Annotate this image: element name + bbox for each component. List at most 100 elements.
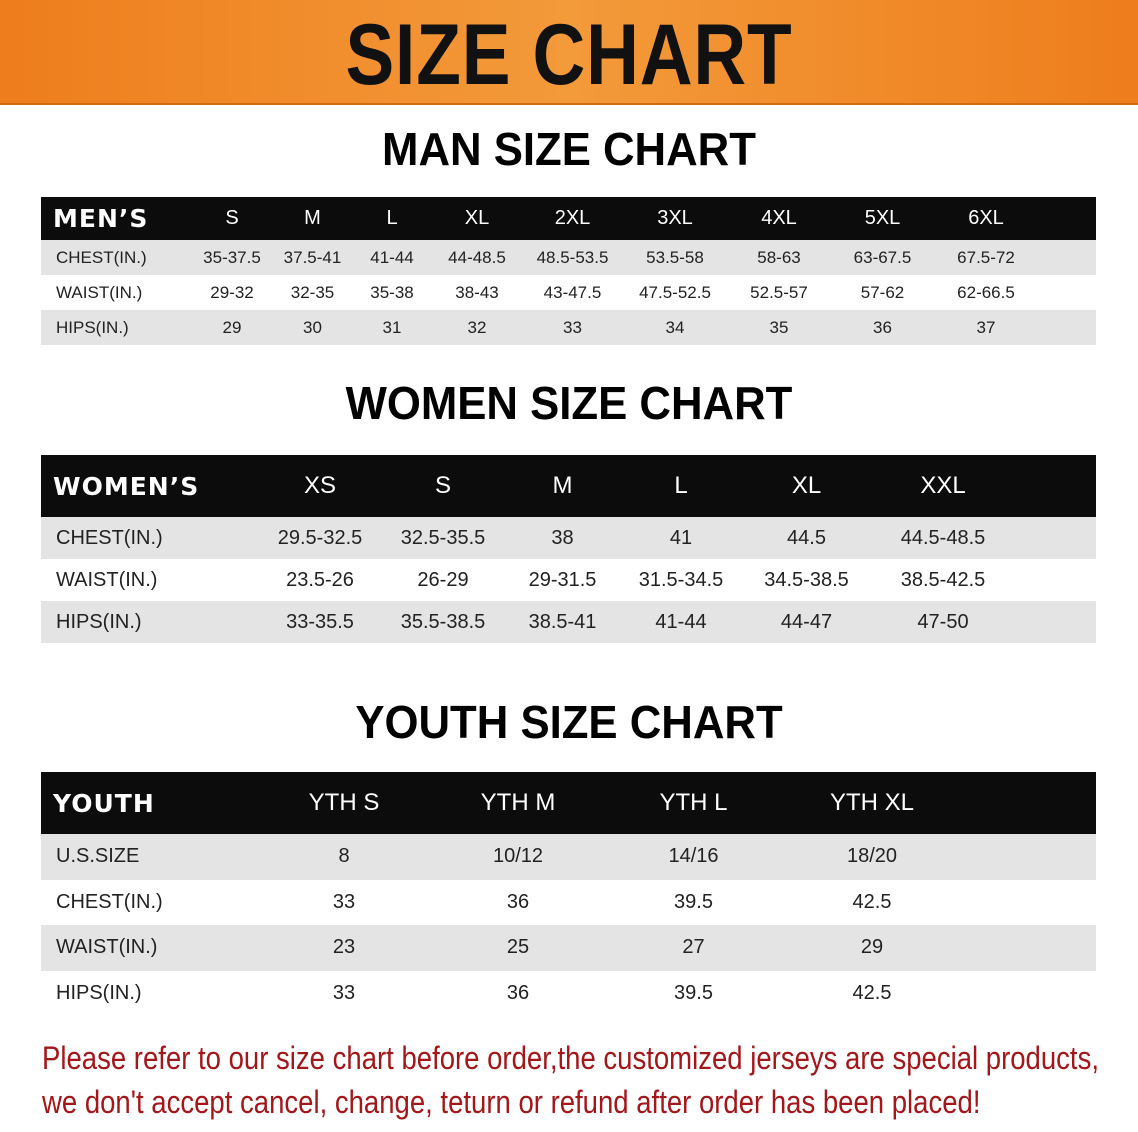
table-header-row: YOUTH YTH S YTH M YTH L YTH XL <box>41 772 1096 834</box>
size-header-cell: 5XL <box>864 207 901 229</box>
size-header-cell: XL <box>791 472 822 499</box>
row-label: HIPS(IN.) <box>56 610 142 633</box>
row-label: WAIST(IN.) <box>56 282 143 302</box>
women-size-table: WOMEN’S XS S M L XL XXL CHEST(IN.) 29.5-32.5 32.5… <box>41 455 1096 643</box>
size-header-cell: M <box>552 472 573 499</box>
table-row: WAIST(IN.) 23 25 27 29 <box>41 925 1096 971</box>
table-cell: 32-35 <box>290 282 335 302</box>
table-cell: 63-67.5 <box>853 247 912 267</box>
table-cell: 35-38 <box>370 282 414 302</box>
table-cell: 43-47.5 <box>543 282 602 302</box>
table-cell: 44.5 <box>787 526 826 549</box>
table-cell: 62-66.5 <box>957 282 1015 302</box>
men-section-title: MAN SIZE CHART <box>382 123 756 175</box>
table-cell: 38.5-41 <box>528 610 597 633</box>
table-row: CHEST(IN.) 35-37.5 37.5-41 41-44 44-48.5 48.5… <box>41 240 1096 275</box>
row-label: HIPS(IN.) <box>56 317 129 337</box>
banner: SIZE CHART <box>0 0 1138 105</box>
size-header-cell: 4XL <box>761 207 797 229</box>
table-cell: 37 <box>976 317 996 337</box>
row-label: HIPS(IN.) <box>56 981 142 1004</box>
table-cell: 10/12 <box>492 845 544 868</box>
table-cell: 44-48.5 <box>448 247 506 267</box>
table-cell: 36 <box>506 981 530 1004</box>
size-header-cell: L <box>386 207 398 229</box>
table-cell: 41-44 <box>655 610 707 633</box>
table-cell: 33-35.5 <box>286 610 354 633</box>
table-title-cell: MEN’S <box>53 204 149 233</box>
table-row: WAIST(IN.) 29-32 32-35 35-38 38-43 43-47.5 47.… <box>41 275 1096 310</box>
table-cell: 31 <box>382 317 402 337</box>
table-cell: 42.5 <box>852 981 892 1004</box>
size-header-cell: XS <box>303 472 336 499</box>
size-header-cell: YTH M <box>480 789 556 816</box>
table-cell: 52.5-57 <box>750 282 808 302</box>
table-row: U.S.SIZE 8 10/12 14/16 18/20 <box>41 834 1096 880</box>
banner-title: SIZE CHART <box>345 7 793 103</box>
size-header-cell: S <box>225 207 239 229</box>
size-header-cell: 3XL <box>657 207 693 229</box>
notice-line: Please refer to our size chart before or… <box>42 1040 1099 1076</box>
table-cell: 38 <box>551 526 574 549</box>
size-header-cell: M <box>304 207 321 229</box>
table-cell: 23 <box>332 936 356 959</box>
table-cell: 34 <box>665 317 685 337</box>
row-label: CHEST(IN.) <box>56 890 163 913</box>
size-header-cell: S <box>434 472 451 499</box>
table-cell: 58-63 <box>757 247 801 267</box>
table-cell: 41 <box>669 526 693 549</box>
table-row: HIPS(IN.) 29 30 31 32 33 34 35 36 37 <box>41 310 1096 345</box>
table-cell: 14/16 <box>668 845 719 868</box>
table-cell: 36 <box>873 317 892 337</box>
row-label: CHEST(IN.) <box>56 247 147 267</box>
table-cell: 30 <box>303 317 322 337</box>
table-cell: 29 <box>222 317 242 337</box>
size-header-cell: XXL <box>920 472 966 499</box>
youth-size-table: YOUTH YTH S YTH M YTH L YTH XL U.S.SIZE 8 10/12… <box>41 772 1096 1016</box>
table-cell: 39.5 <box>674 981 713 1004</box>
row-label: WAIST(IN.) <box>56 936 158 959</box>
table-cell: 38-43 <box>455 282 499 302</box>
table-cell: 32 <box>467 317 487 337</box>
table-cell: 27 <box>682 936 705 959</box>
table-cell: 41-44 <box>370 247 414 267</box>
order-notice: Please refer to our size chart before or… <box>42 1036 1099 1124</box>
table-cell: 36 <box>506 890 530 913</box>
men-size-table: MEN’S S M L XL 2XL 3XL 4XL 5XL 6XL CHEST(IN.) 35-37… <box>41 197 1096 345</box>
table-cell: 33 <box>332 981 356 1004</box>
table-cell: 38.5-42.5 <box>900 568 986 591</box>
table-cell: 29-32 <box>210 282 254 302</box>
table-cell: 29.5-32.5 <box>277 526 363 549</box>
table-cell: 53.5-58 <box>646 247 704 267</box>
size-header-cell: YTH L <box>659 789 728 816</box>
size-header-cell: YTH XL <box>829 789 915 816</box>
table-cell: 31.5-34.5 <box>638 568 724 591</box>
table-cell: 29-31.5 <box>528 568 597 591</box>
size-header-cell: XL <box>464 207 490 229</box>
table-cell: 33 <box>563 317 582 337</box>
table-cell: 42.5 <box>852 890 892 913</box>
table-cell: 32.5-35.5 <box>400 526 486 549</box>
table-cell: 35 <box>769 317 789 337</box>
notice-line: we don't accept cancel, change, teturn o… <box>42 1084 981 1120</box>
table-cell: 39.5 <box>674 890 713 913</box>
table-cell: 26-29 <box>417 568 469 591</box>
table-cell: 18/20 <box>846 845 898 868</box>
table-title-cell: WOMEN’S <box>53 471 200 501</box>
size-header-cell: 2XL <box>554 207 591 229</box>
table-cell: 44.5-48.5 <box>900 526 986 549</box>
table-cell: 67.5-72 <box>957 247 1015 267</box>
table-header-row: MEN’S S M L XL 2XL 3XL 4XL 5XL 6XL <box>41 197 1096 240</box>
table-title-cell: YOUTH <box>53 788 155 818</box>
table-cell: 48.5-53.5 <box>536 247 609 267</box>
size-header-cell: YTH S <box>308 789 380 816</box>
size-header-cell: L <box>674 472 688 499</box>
table-cell: 47.5-52.5 <box>639 282 711 302</box>
table-row: HIPS(IN.) 33 36 39.5 42.5 <box>41 970 1096 1016</box>
table-header-row: WOMEN’S XS S M L XL XXL <box>41 455 1096 517</box>
table-cell: 29 <box>860 936 884 959</box>
table-row: HIPS(IN.) 33-35.5 35.5-38.5 38.5-41 41-44 44-… <box>41 601 1096 643</box>
size-header-cell: 6XL <box>968 207 1004 229</box>
women-section-title: WOMEN SIZE CHART <box>345 377 793 429</box>
table-cell: 44-47 <box>780 610 833 633</box>
